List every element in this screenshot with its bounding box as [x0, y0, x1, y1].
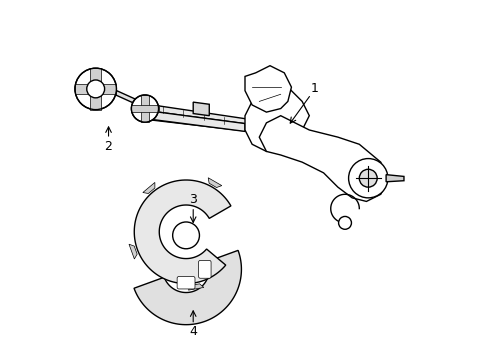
Polygon shape — [75, 84, 117, 94]
Text: 4: 4 — [189, 325, 197, 338]
Polygon shape — [259, 116, 388, 202]
Polygon shape — [245, 66, 292, 112]
Polygon shape — [116, 91, 139, 105]
Polygon shape — [131, 105, 159, 112]
Polygon shape — [145, 111, 252, 132]
Circle shape — [339, 216, 351, 229]
Polygon shape — [193, 102, 209, 116]
Circle shape — [131, 95, 159, 122]
FancyBboxPatch shape — [177, 276, 195, 289]
Polygon shape — [208, 178, 222, 188]
Polygon shape — [245, 80, 309, 152]
Polygon shape — [188, 284, 204, 290]
Polygon shape — [145, 111, 245, 131]
Circle shape — [359, 169, 377, 187]
Circle shape — [348, 158, 388, 198]
Polygon shape — [157, 106, 254, 128]
Text: 2: 2 — [104, 140, 113, 153]
FancyBboxPatch shape — [198, 260, 211, 278]
Text: 3: 3 — [189, 193, 197, 206]
Polygon shape — [90, 68, 101, 110]
Text: 1: 1 — [311, 82, 319, 95]
Polygon shape — [386, 175, 404, 182]
Polygon shape — [129, 244, 137, 259]
Polygon shape — [134, 180, 231, 284]
Polygon shape — [143, 183, 155, 194]
Circle shape — [172, 222, 199, 249]
Circle shape — [75, 68, 117, 110]
Polygon shape — [134, 250, 242, 325]
Polygon shape — [142, 95, 148, 122]
Circle shape — [87, 80, 104, 98]
